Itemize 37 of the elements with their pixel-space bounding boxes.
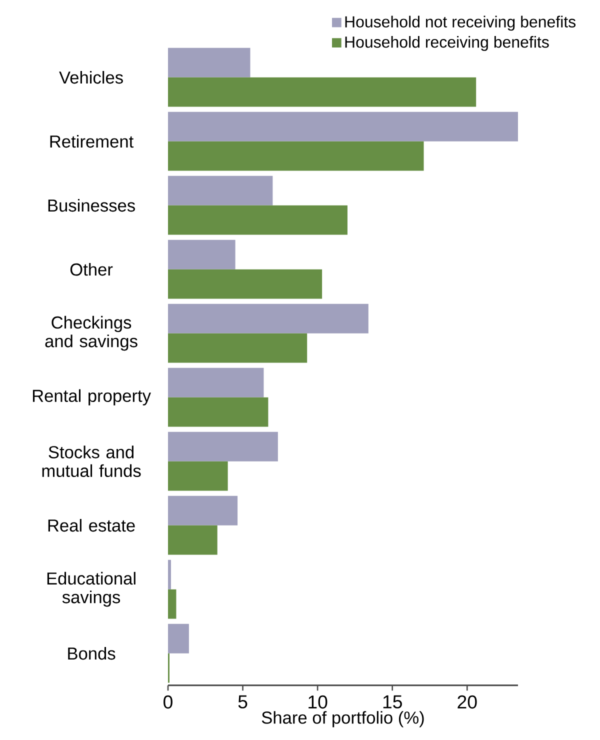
bar	[168, 304, 368, 334]
bar	[168, 525, 218, 555]
bar	[168, 397, 268, 427]
bar	[168, 205, 348, 235]
bar	[168, 141, 424, 171]
bar	[168, 461, 228, 491]
x-tick-label: 20	[458, 695, 477, 709]
bar	[168, 432, 278, 462]
bar	[168, 333, 308, 363]
y-tick-label: Retirement	[50, 134, 134, 148]
y-tick-label: Other	[70, 262, 113, 276]
bar	[168, 176, 273, 206]
x-axis-title: Share of portfolio (%)	[262, 711, 424, 728]
y-tick-label: Stocks and mutual funds	[42, 446, 141, 478]
bar	[168, 560, 171, 590]
bar	[168, 496, 238, 526]
x-tick-label: 0	[164, 695, 172, 709]
y-tick-label: Educational savings	[47, 572, 136, 607]
bar	[168, 624, 189, 654]
y-tick-label: Real estate	[48, 518, 135, 532]
bar	[168, 240, 236, 270]
y-tick-label: Bonds	[68, 646, 116, 660]
y-tick-label: Checkings and savings	[45, 316, 138, 351]
bar	[168, 368, 264, 398]
x-tick-label: 5	[238, 695, 248, 708]
legend-label: Household receiving benefits	[345, 36, 549, 51]
bar	[168, 48, 250, 78]
legend-label: Household not receiving benefits	[345, 16, 576, 31]
bar	[168, 269, 322, 299]
x-tick-label: 10	[308, 695, 328, 709]
bar	[168, 112, 518, 142]
y-tick-label: Vehicles	[59, 70, 123, 84]
y-tick-label: Businesses	[48, 198, 135, 212]
bar	[168, 589, 176, 619]
y-tick-label: Rental property	[32, 389, 151, 406]
x-tick-label: 15	[383, 695, 402, 708]
bar	[168, 77, 476, 107]
